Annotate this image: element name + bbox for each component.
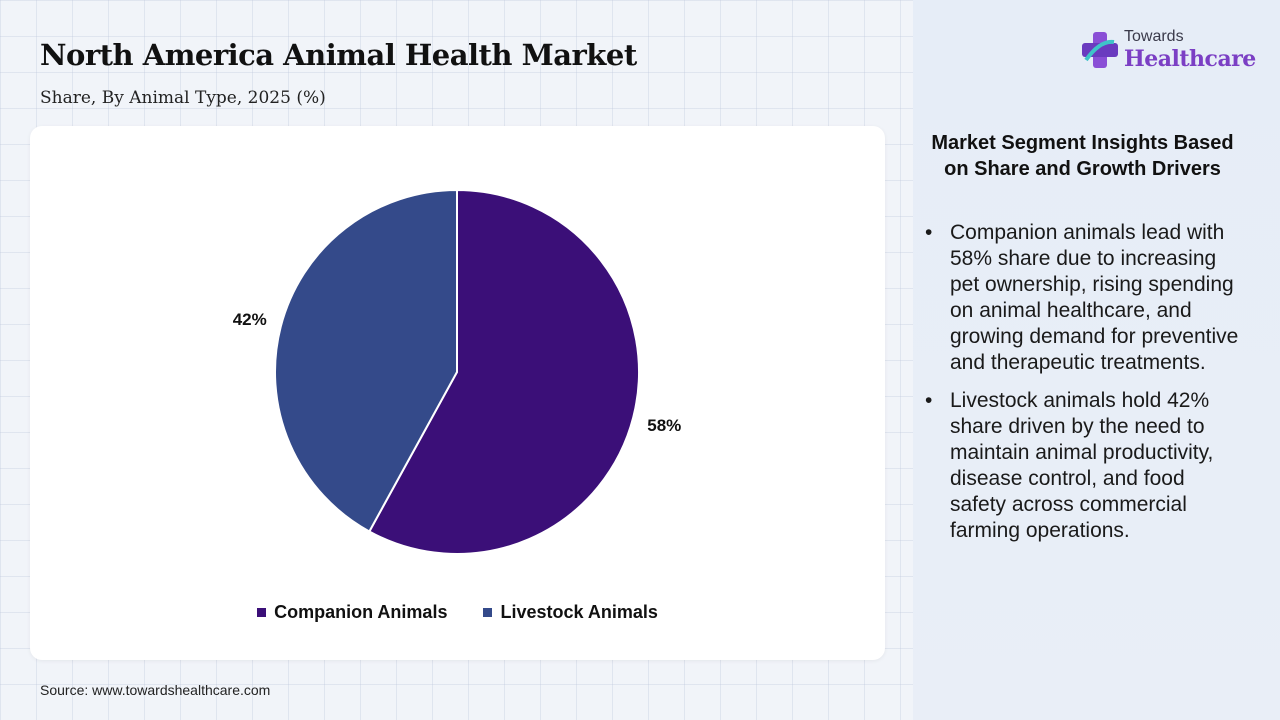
- insights-panel: [913, 0, 1280, 720]
- insight-text: Companion animals lead with 58% share du…: [950, 221, 1239, 374]
- legend-item-companion: Companion Animals: [257, 602, 447, 623]
- data-label-livestock-animals: 42%: [233, 310, 267, 329]
- insight-item: • Livestock animals hold 42% share drive…: [925, 388, 1245, 544]
- insight-text: Livestock animals hold 42% share driven …: [950, 389, 1214, 542]
- insight-item: • Companion animals lead with 58% share …: [925, 220, 1245, 376]
- legend-label-livestock: Livestock Animals: [500, 602, 658, 622]
- logo-text-bottom: Healthcare: [1124, 46, 1256, 72]
- cross-logo-icon: [1082, 32, 1118, 68]
- pie-chart: 58% 42%: [233, 188, 681, 555]
- legend-item-livestock: Livestock Animals: [483, 602, 658, 623]
- pie-slice-livestock-animals: [274, 188, 458, 533]
- bullet-icon: •: [925, 221, 933, 244]
- legend-swatch-livestock: [483, 608, 493, 617]
- legend-label-companion: Companion Animals: [274, 602, 448, 622]
- source-note: Source: www.towardshealthcare.com: [40, 682, 271, 698]
- bullet-icon: •: [925, 389, 933, 412]
- data-label-companion-animals: 58%: [647, 416, 681, 435]
- logo-text-top: Towards: [1124, 28, 1184, 45]
- legend-swatch-companion: [257, 608, 267, 617]
- page-subtitle: Share, By Animal Type, 2025 (%): [40, 88, 326, 108]
- pie-slice-companion-animals: [367, 188, 640, 555]
- chart-legend: Companion Animals Livestock Animals: [30, 602, 885, 623]
- chart-card: 58% 42% Companion Animals Livestock Anima…: [30, 126, 885, 660]
- insights-title: Market Segment Insights Based on Share a…: [931, 132, 1234, 180]
- page-title: North America Animal Health Market: [40, 38, 637, 72]
- brand-logo: Towards Healthcare: [1080, 28, 1260, 78]
- insights-list: • Companion animals lead with 58% share …: [925, 220, 1245, 556]
